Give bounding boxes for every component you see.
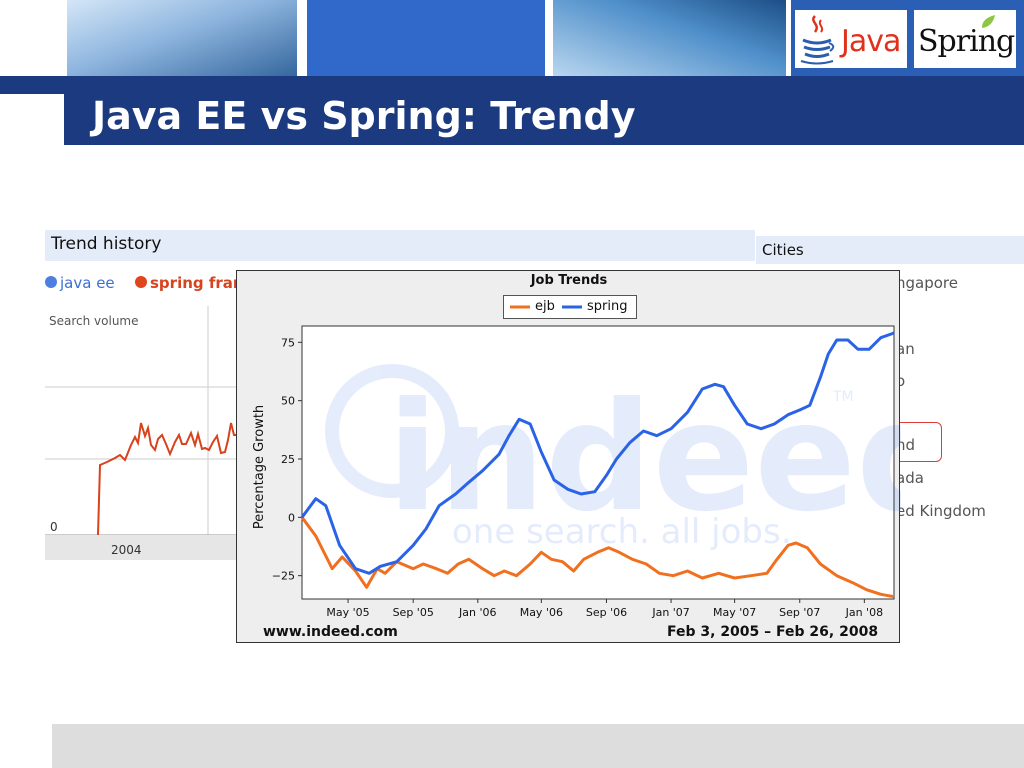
y-tick-label: 75 bbox=[281, 336, 295, 349]
chart-title: Job Trends bbox=[530, 273, 608, 288]
chart-legend: ejb spring bbox=[503, 295, 637, 319]
spring-logo: Spring bbox=[914, 10, 1016, 68]
leaf-icon bbox=[982, 15, 995, 28]
x-tick-label: Jan '07 bbox=[651, 606, 689, 619]
banner-image-buildings bbox=[553, 0, 786, 76]
spring-logo-text: Spring bbox=[918, 24, 1015, 59]
watermark-tm: TM bbox=[832, 389, 854, 405]
x-tick-label: Sep '05 bbox=[393, 606, 434, 619]
chart-series bbox=[300, 331, 895, 599]
x-tick-label: Sep '06 bbox=[586, 606, 627, 619]
java-cup-icon bbox=[800, 15, 835, 65]
city-fragment[interactable]: an bbox=[896, 340, 915, 358]
legend-dot-java-ee bbox=[45, 276, 57, 288]
city-fragment[interactable]: nd bbox=[896, 436, 916, 454]
source-url[interactable]: www.indeed.com bbox=[263, 624, 398, 640]
legend-label-spring[interactable]: spring fram bbox=[150, 274, 249, 292]
banner-image-hands bbox=[67, 0, 297, 76]
java-logo: Java bbox=[795, 10, 907, 68]
title-bar bbox=[0, 76, 1024, 145]
banner-block-blue bbox=[307, 0, 545, 76]
header-strip: Java Spring bbox=[0, 0, 1024, 76]
x-axis-ticks: May '05 Sep '05 Jan '06 May '06 Sep '06 Jan '… bbox=[326, 599, 883, 619]
date-range: Feb 3, 2005 – Feb 26, 2008 bbox=[667, 624, 879, 640]
search-volume-label: Search volume bbox=[49, 314, 139, 328]
java-logo-text: Java bbox=[841, 24, 901, 59]
cities-header-label: Cities bbox=[762, 241, 804, 259]
watermark-brand: indeed bbox=[387, 371, 901, 545]
legend-label-spring: spring bbox=[587, 299, 628, 314]
zero-axis-label: 0 bbox=[50, 520, 58, 534]
slide-footer-band bbox=[52, 724, 1024, 768]
legend-label-ejb: ejb bbox=[535, 299, 555, 314]
trend-history-label: Trend history bbox=[51, 234, 162, 254]
y-tick-label: 50 bbox=[281, 395, 295, 408]
y-tick-label: 25 bbox=[281, 453, 295, 466]
series-line-spring bbox=[300, 331, 895, 575]
y-tick-label: −25 bbox=[272, 570, 295, 583]
city-fragment[interactable]: ed Kingdom bbox=[896, 502, 986, 520]
y-tick-label: 0 bbox=[288, 511, 295, 524]
x-tick-label: Sep '07 bbox=[779, 606, 820, 619]
city-fragment[interactable]: ngapore bbox=[896, 274, 958, 292]
city-fragment[interactable]: o bbox=[896, 372, 906, 390]
page-title: Java EE vs Spring: Trendy bbox=[92, 94, 636, 138]
y-axis-label: Percentage Growth bbox=[252, 405, 267, 529]
legend-label-java-ee[interactable]: java ee bbox=[60, 274, 115, 292]
spring-trend-line bbox=[97, 422, 236, 536]
indeed-watermark: indeed one search. all jobs. TM bbox=[325, 364, 901, 552]
job-trends-chart: Job Trends ejb spring indeed one search.… bbox=[236, 270, 901, 643]
legend-swatches bbox=[510, 305, 582, 309]
x-tick-label: Jan '06 bbox=[458, 606, 496, 619]
x-tick-label: May '05 bbox=[326, 606, 369, 619]
city-fragment[interactable]: ada bbox=[896, 469, 924, 487]
cities-header: Cities bbox=[756, 236, 1024, 264]
job-trends-plot: indeed one search. all jobs. TM 75 50 25 0 −… bbox=[252, 325, 901, 619]
trend-history-header: Trend history bbox=[45, 230, 755, 261]
cities-panel: Cities ngapore an o nd ada ed Kingdom bbox=[756, 236, 1024, 536]
watermark-tagline: one search. all jobs. bbox=[452, 512, 792, 552]
legend-dot-spring bbox=[135, 276, 147, 288]
x-axis-year-label: 2004 bbox=[111, 543, 142, 557]
x-tick-label: Jan '08 bbox=[845, 606, 883, 619]
x-tick-label: May '06 bbox=[520, 606, 563, 619]
y-axis-ticks: 75 50 25 0 −25 bbox=[272, 336, 302, 583]
x-tick-label: May '07 bbox=[713, 606, 756, 619]
